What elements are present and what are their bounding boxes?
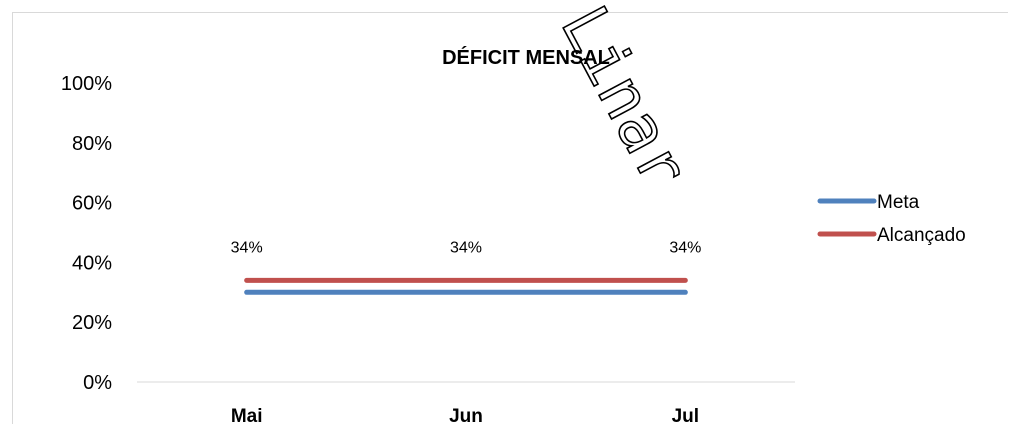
x-tick-label: Jun <box>449 406 483 425</box>
legend-label: Alcançado <box>877 225 966 246</box>
data-label: 34% <box>669 239 701 256</box>
data-label: 34% <box>231 239 263 256</box>
y-tick-label: 100% <box>61 73 112 95</box>
y-tick-label: 40% <box>72 252 112 274</box>
y-tick-label: 20% <box>72 312 112 334</box>
x-axis-categories: Mai Jun Jul <box>231 406 699 425</box>
data-label: 34% <box>450 239 482 256</box>
y-axis-ticks: 0% 20% 40% 60% 80% 100% <box>61 73 112 394</box>
y-tick-label: 80% <box>72 133 112 155</box>
x-tick-label: Jul <box>672 406 699 425</box>
x-tick-label: Mai <box>231 406 263 425</box>
chart-frame <box>12 12 1008 424</box>
y-tick-label: 60% <box>72 193 112 215</box>
watermark-logo: Linar <box>546 0 702 200</box>
legend: Meta Alcançado <box>817 192 966 246</box>
series-lines <box>244 277 688 295</box>
y-tick-label: 0% <box>83 372 112 394</box>
chart-title: DÉFICIT MENSAL <box>442 46 610 69</box>
legend-label: Meta <box>877 192 920 213</box>
data-labels: 34% 34% 34% <box>231 239 702 256</box>
